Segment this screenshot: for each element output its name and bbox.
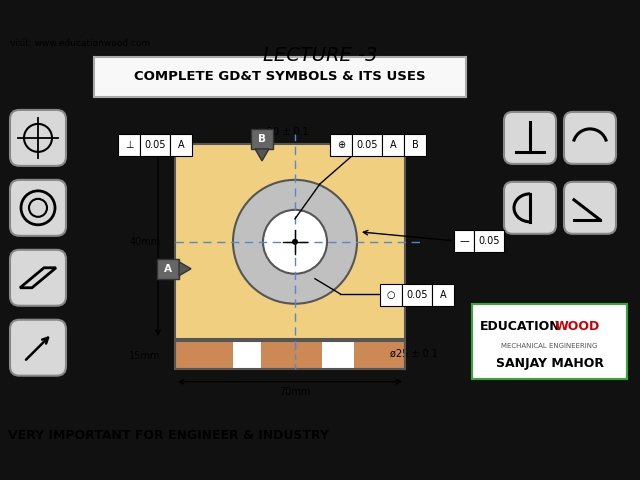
Bar [175,341,233,369]
Bar [335,341,375,369]
FancyBboxPatch shape [564,182,616,234]
Text: 0.05: 0.05 [478,236,500,246]
Text: EDUCATION: EDUCATION [480,320,561,333]
FancyBboxPatch shape [10,320,66,376]
Bar [454,230,474,252]
Text: visit: www.educationwood.com: visit: www.educationwood.com [10,39,150,48]
Bar [474,230,504,252]
Text: A: A [440,290,446,300]
Bar [175,341,405,369]
FancyBboxPatch shape [10,110,66,166]
Bar [404,134,426,156]
Bar [380,284,402,306]
Bar [157,259,179,279]
FancyBboxPatch shape [10,180,66,236]
Text: A: A [164,264,172,274]
Bar [118,134,140,156]
Text: LECTURE -3: LECTURE -3 [263,46,377,65]
Text: SANJAY MAHOR: SANJAY MAHOR [495,357,604,370]
Text: ⊕: ⊕ [337,140,345,150]
Bar [352,134,382,156]
Text: 0.05: 0.05 [144,140,166,150]
Polygon shape [179,262,191,276]
Circle shape [263,210,327,274]
FancyBboxPatch shape [94,57,466,97]
Text: A: A [178,140,184,150]
Text: ○: ○ [387,290,396,300]
Bar [233,341,261,369]
Bar [403,341,405,369]
FancyBboxPatch shape [10,250,66,306]
Circle shape [233,180,357,304]
Text: 15mm: 15mm [129,351,161,360]
Text: A: A [390,140,396,150]
Text: 40mm: 40mm [129,237,161,247]
Text: B: B [258,134,266,144]
Bar [382,134,404,156]
Text: MECHANICAL ENGINEERING: MECHANICAL ENGINEERING [501,343,598,348]
Text: 0.05: 0.05 [406,290,428,300]
FancyBboxPatch shape [504,182,556,234]
Bar [175,144,405,339]
Bar [175,341,405,369]
FancyBboxPatch shape [504,112,556,164]
Text: COMPLETE GD&T SYMBOLS & ITS USES: COMPLETE GD&T SYMBOLS & ITS USES [134,71,426,84]
Bar [402,284,432,306]
Bar [472,304,627,379]
Bar [170,134,192,156]
Text: 0.05: 0.05 [356,140,378,150]
Bar [261,341,299,369]
Polygon shape [255,149,269,161]
Text: —: — [459,236,469,246]
Bar [140,134,170,156]
Circle shape [292,239,298,245]
Text: VERY IMPORTANT FOR ENGINEER & INDUSTRY: VERY IMPORTANT FOR ENGINEER & INDUSTRY [8,429,329,442]
Text: WOOD: WOOD [555,320,600,333]
FancyBboxPatch shape [564,112,616,164]
Text: 70mm: 70mm [279,387,310,396]
Text: B: B [412,140,419,150]
Bar [432,284,454,306]
Text: ⊥: ⊥ [125,140,133,150]
Text: ø20 ± 0.1: ø20 ± 0.1 [261,127,309,137]
Text: ø25 ± 0.1: ø25 ± 0.1 [390,348,438,359]
Bar [251,129,273,149]
Bar [330,134,352,156]
Bar [175,341,405,369]
Bar [322,341,354,369]
